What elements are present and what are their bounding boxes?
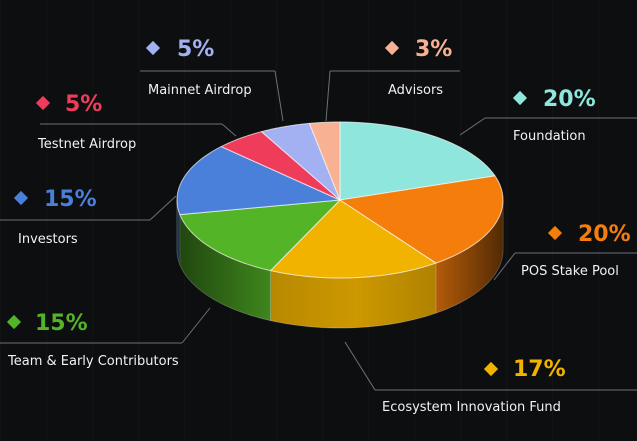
pie-slice-testnet-airdrop bbox=[220, 131, 341, 201]
pie-slice-ecosystem-innovation-fund bbox=[270, 199, 437, 279]
slice-label: Foundation bbox=[513, 129, 586, 144]
callout-leader-2 bbox=[344, 341, 376, 391]
pie-slice-mainnet-airdrop bbox=[260, 122, 341, 201]
slice-percent: 15% bbox=[44, 187, 97, 212]
slice-label: Testnet Airdrop bbox=[38, 137, 137, 152]
pie-side-shading bbox=[177, 200, 503, 328]
pie-slice-team-early-contributors bbox=[179, 199, 341, 272]
callout-leader-7 bbox=[325, 70, 331, 122]
slice-percent: 17% bbox=[513, 357, 566, 382]
pie-slice-pos-stake-pool bbox=[339, 175, 504, 264]
pie-slice-investors bbox=[176, 146, 341, 216]
callout-leader-6 bbox=[274, 70, 284, 122]
callout-leader-4 bbox=[149, 195, 177, 221]
slice-percent: 3% bbox=[415, 37, 453, 62]
callout-leader-3 bbox=[181, 307, 211, 344]
slice-percent: 5% bbox=[65, 92, 103, 117]
slice-label: Ecosystem Innovation Fund bbox=[382, 400, 561, 415]
slice-label: Mainnet Airdrop bbox=[148, 83, 252, 98]
pie-slice-foundation bbox=[339, 121, 496, 201]
callout-leader-0 bbox=[459, 117, 486, 136]
slice-label: POS Stake Pool bbox=[521, 264, 619, 279]
slice-percent: 5% bbox=[177, 37, 215, 62]
slice-label: Team & Early Contributors bbox=[8, 354, 179, 369]
callout-leader-1 bbox=[493, 252, 516, 281]
slice-percent: 20% bbox=[543, 87, 596, 112]
pie-slice-advisors bbox=[308, 121, 341, 201]
slice-percent: 20% bbox=[578, 222, 631, 247]
slice-label: Advisors bbox=[388, 83, 444, 98]
slice-percent: 15% bbox=[35, 311, 88, 336]
callout-leader-5 bbox=[221, 123, 237, 137]
slice-label: Investors bbox=[18, 232, 78, 247]
